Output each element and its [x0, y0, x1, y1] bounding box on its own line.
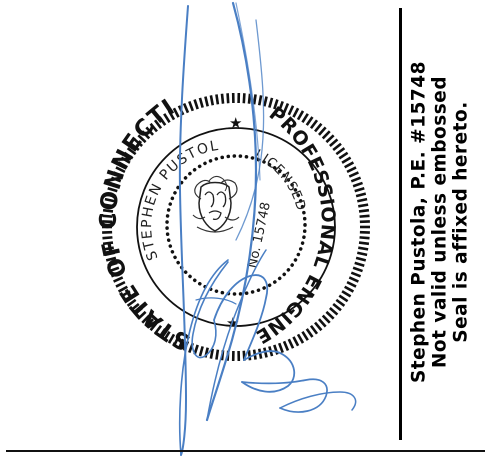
seal-outer-ring: [102, 93, 370, 361]
engineer-stamp-text: Stephen Pustola, P.E. #15748 Not valid u…: [409, 61, 472, 383]
stamp-line-name: Stephen Pustola, P.E. #15748: [408, 60, 430, 384]
stamp-line-validity: Not valid unless embossed: [429, 75, 451, 369]
vertical-rule: [399, 8, 402, 440]
seal-dotted-circle: [165, 154, 307, 296]
signature-scribble: [178, 1, 357, 456]
stamp-line-seal: Seal is affixed hereto.: [450, 101, 472, 343]
seal-star-top: ★: [229, 114, 242, 132]
state-coat-of-arms: [192, 175, 240, 233]
signature-line: [6, 450, 485, 452]
